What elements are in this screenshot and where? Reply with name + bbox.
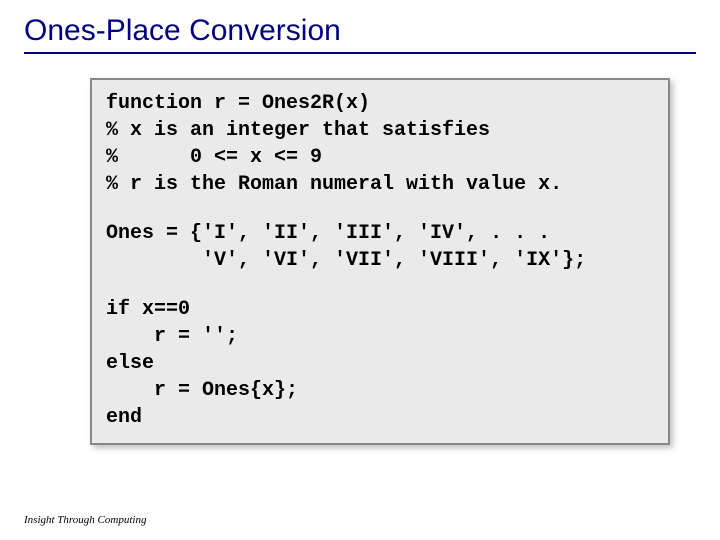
code-line: % x is an integer that satisfies (106, 117, 654, 144)
code-gap (106, 274, 654, 296)
code-line: function r = Ones2R(x) (106, 90, 654, 117)
code-line: r = ''; (106, 323, 654, 350)
page-title: Ones-Place Conversion (0, 0, 720, 48)
code-line: else (106, 350, 654, 377)
code-line: % 0 <= x <= 9 (106, 144, 654, 171)
code-line: Ones = {'I', 'II', 'III', 'IV', . . . (106, 220, 654, 247)
code-line: if x==0 (106, 296, 654, 323)
code-line: r = Ones{x}; (106, 377, 654, 404)
footer-text: Insight Through Computing (24, 514, 146, 526)
code-line: end (106, 404, 654, 431)
code-block: function r = Ones2R(x) % x is an integer… (90, 78, 670, 445)
title-underline (24, 52, 696, 54)
code-line: 'V', 'VI', 'VII', 'VIII', 'IX'}; (106, 247, 654, 274)
code-gap (106, 198, 654, 220)
code-line: % r is the Roman numeral with value x. (106, 171, 654, 198)
